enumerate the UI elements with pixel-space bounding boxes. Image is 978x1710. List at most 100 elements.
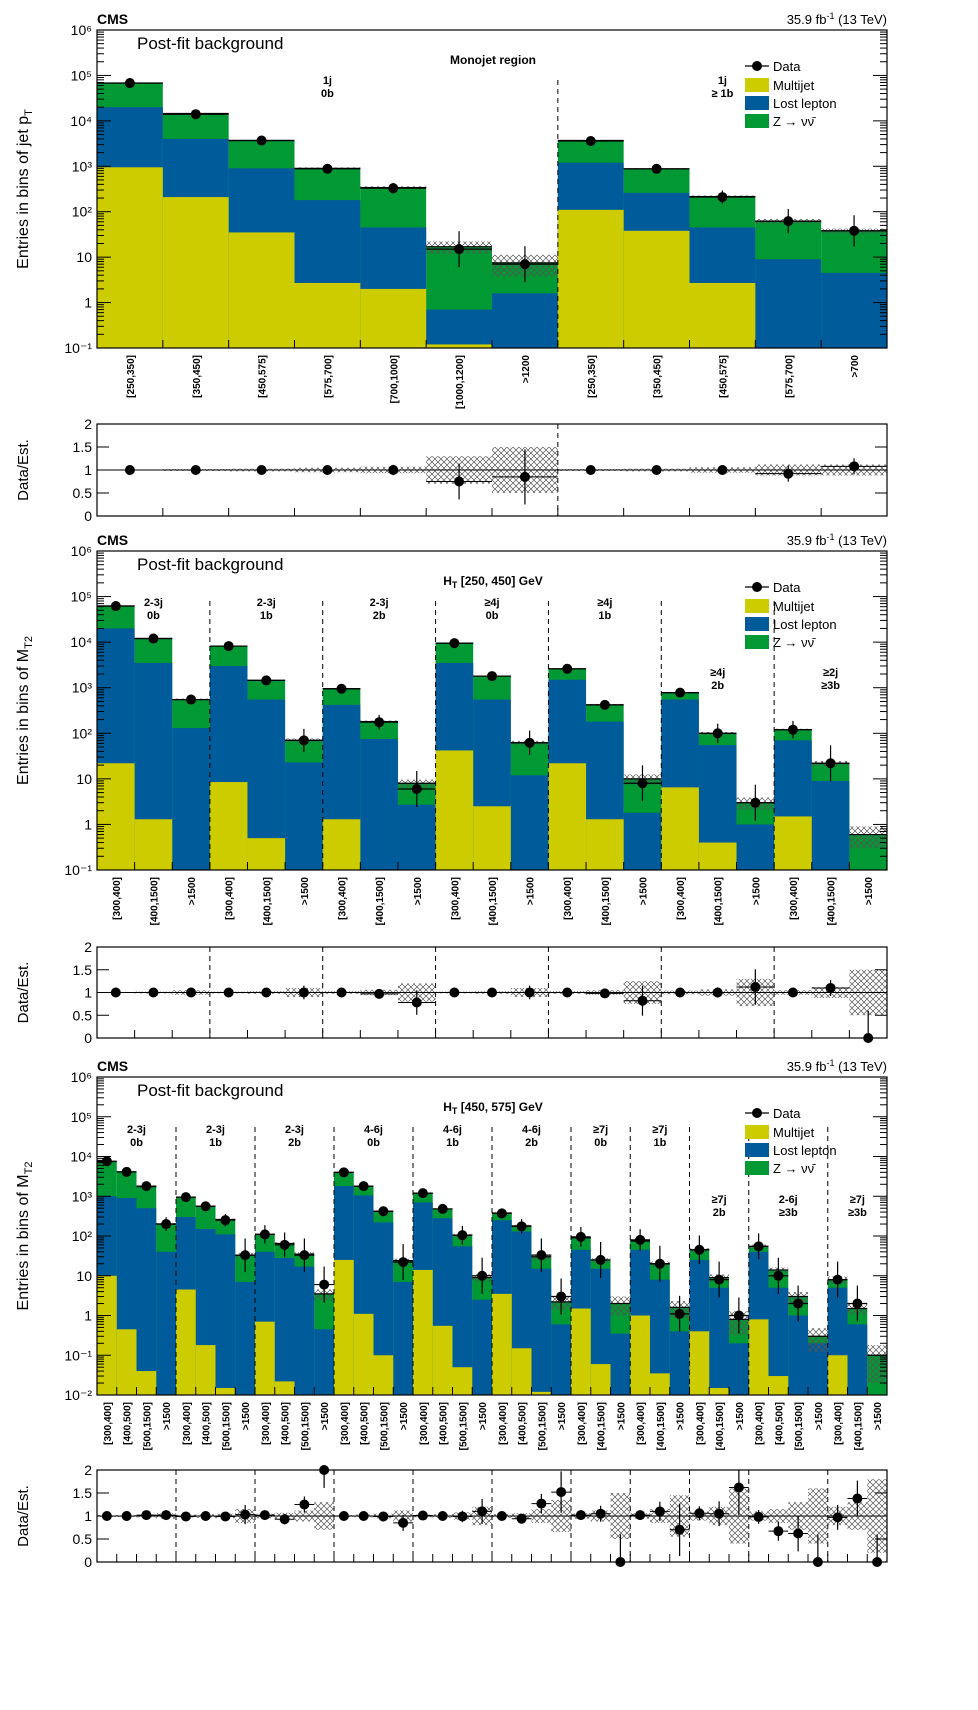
group-label: 1b (446, 1137, 459, 1149)
ratio-point (110, 987, 121, 998)
x-tick-label: [300,400] (834, 1402, 845, 1445)
data-point (556, 1291, 567, 1302)
ratio-y-tick-label: 0 (84, 1030, 92, 1046)
ratio-point (654, 1506, 665, 1517)
ratio-y-tick-label: 0.5 (73, 1007, 93, 1023)
x-tick-label: [300,400] (103, 1402, 114, 1445)
ratio-panel: 0 0.5 1 1.5 2 Data/Est. (15, 416, 888, 524)
data-point (717, 192, 728, 203)
y-tick-label: 10² (72, 725, 93, 741)
ratio-point (417, 1510, 428, 1521)
ratio-point (449, 987, 460, 998)
x-tick-label: >1500 (676, 1402, 687, 1431)
y-tick-label: 10² (72, 204, 93, 220)
y-tick-label: 10³ (72, 158, 93, 174)
ratio-point (733, 1482, 744, 1493)
y-tick-label: 10 (76, 771, 92, 787)
data-point (599, 699, 610, 710)
data-point (674, 1308, 685, 1319)
bar (472, 1299, 492, 1395)
group-label: ≥7j (850, 1194, 865, 1206)
bar (294, 1266, 315, 1395)
y-axis-label: Entries in bins of MT2 (15, 1162, 35, 1311)
ratio-y-tick-label: 0 (84, 508, 92, 524)
group-label: 2b (713, 1207, 726, 1219)
group-label: 2b (525, 1137, 538, 1149)
x-tick-label: [300,400] (182, 1402, 193, 1445)
group-label: 4-6j (522, 1124, 541, 1136)
legend-label: Multijet (773, 78, 815, 93)
data-point (256, 135, 267, 146)
x-tick-label: >700 (850, 355, 861, 378)
ratio-point (124, 465, 135, 475)
x-tick-label: >1500 (300, 877, 311, 906)
data-point (733, 1310, 744, 1321)
group-label: 0b (147, 610, 160, 622)
x-tick-label: >1500 (814, 1402, 825, 1431)
ratio-point (519, 471, 530, 482)
bar (116, 1329, 137, 1395)
x-tick-label: >1500 (751, 877, 762, 906)
ratio-point (374, 988, 385, 999)
ratio-point (223, 987, 234, 998)
data-point (259, 1229, 270, 1240)
data-point (148, 633, 159, 644)
x-tick-label: [400,1500] (714, 877, 725, 925)
group-label: ≥7j (712, 1194, 727, 1206)
group-label: 0b (486, 610, 499, 622)
bar (373, 1355, 394, 1395)
bar (432, 1325, 453, 1395)
bar (393, 1281, 413, 1395)
x-tick-label: [500,1500] (794, 1402, 805, 1450)
legend-swatch (745, 1125, 769, 1139)
legend-swatch (745, 1143, 769, 1157)
experiment-label: CMS (97, 1058, 128, 1074)
legend-label: Lost lepton (773, 1143, 837, 1158)
x-tick-label: [400,1500] (262, 877, 273, 925)
ratio-y-tick-label: 1.5 (73, 962, 93, 978)
data-point (378, 1206, 389, 1217)
x-tick-label: >1500 (526, 877, 537, 906)
caption-label: Post-fit background (137, 34, 283, 53)
group-label: ≥4j (484, 597, 499, 609)
x-tick-label: [400,500] (774, 1402, 785, 1445)
ratio-point (783, 468, 794, 479)
y-tick-label: 10⁵ (71, 589, 92, 605)
data-point (536, 1250, 547, 1261)
group-label: ≥4j (710, 667, 725, 679)
group-label: ≥3b (779, 1207, 798, 1219)
plot-frame (96, 550, 888, 871)
bar (452, 1367, 473, 1395)
ratio-point (141, 1510, 152, 1521)
group-label: 2-6j (779, 1194, 798, 1206)
group-label: 2b (288, 1137, 301, 1149)
y-tick-label: 1 (84, 816, 92, 832)
group-label: ≥7j (652, 1124, 667, 1136)
x-tick-label: [400,1500] (715, 1402, 726, 1450)
ratio-point (101, 1511, 112, 1521)
bar (821, 272, 887, 348)
series-multijet (97, 1259, 848, 1395)
y-tick-label: 10⁻¹ (64, 340, 92, 356)
ratio-point (637, 995, 648, 1006)
legend-swatch (745, 114, 769, 128)
x-tick-label: [400,500] (281, 1402, 292, 1445)
bar (586, 819, 624, 870)
data-point (849, 225, 860, 236)
data-point (411, 783, 422, 794)
bar (531, 1268, 552, 1395)
bar (748, 1319, 769, 1395)
bar (274, 1381, 295, 1395)
data-point (654, 1258, 665, 1269)
bar (353, 1313, 374, 1395)
x-tick-label: >1500 (187, 877, 198, 906)
group-label: ≥2j (823, 667, 838, 679)
ratio-point (259, 1510, 270, 1521)
legend-swatch (745, 96, 769, 110)
region-label: Monojet region (450, 53, 536, 67)
data-point (161, 1219, 172, 1230)
bar (413, 1269, 433, 1395)
group-label: 2-3j (257, 597, 276, 609)
x-tick-label: [500,1500] (221, 1402, 232, 1450)
data-point (336, 683, 347, 694)
